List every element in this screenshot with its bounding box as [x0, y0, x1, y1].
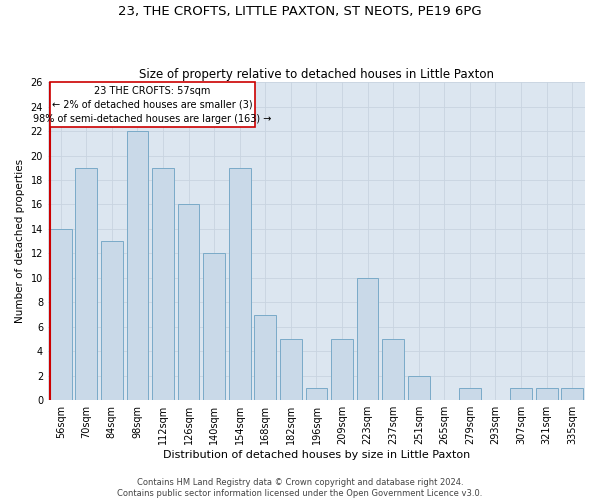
Bar	[357, 278, 379, 400]
Bar	[562, 388, 583, 400]
Bar	[459, 388, 481, 400]
Bar	[76, 168, 97, 400]
X-axis label: Distribution of detached houses by size in Little Paxton: Distribution of detached houses by size …	[163, 450, 470, 460]
Bar	[331, 339, 353, 400]
FancyBboxPatch shape	[50, 82, 255, 128]
Bar	[50, 229, 71, 400]
Bar	[254, 314, 276, 400]
Bar	[229, 168, 251, 400]
Bar	[152, 168, 174, 400]
Bar	[382, 339, 404, 400]
Title: Size of property relative to detached houses in Little Paxton: Size of property relative to detached ho…	[139, 68, 494, 81]
Text: Contains HM Land Registry data © Crown copyright and database right 2024.
Contai: Contains HM Land Registry data © Crown c…	[118, 478, 482, 498]
Bar	[305, 388, 328, 400]
Y-axis label: Number of detached properties: Number of detached properties	[15, 159, 25, 324]
Text: 23, THE CROFTS, LITTLE PAXTON, ST NEOTS, PE19 6PG: 23, THE CROFTS, LITTLE PAXTON, ST NEOTS,…	[118, 5, 482, 18]
Bar	[203, 254, 225, 400]
Bar	[127, 131, 148, 400]
Bar	[178, 204, 199, 400]
Bar	[408, 376, 430, 400]
Bar	[510, 388, 532, 400]
Bar	[536, 388, 557, 400]
Bar	[280, 339, 302, 400]
Bar	[101, 241, 123, 400]
Text: 23 THE CROFTS: 57sqm
← 2% of detached houses are smaller (3)
98% of semi-detache: 23 THE CROFTS: 57sqm ← 2% of detached ho…	[34, 86, 272, 124]
